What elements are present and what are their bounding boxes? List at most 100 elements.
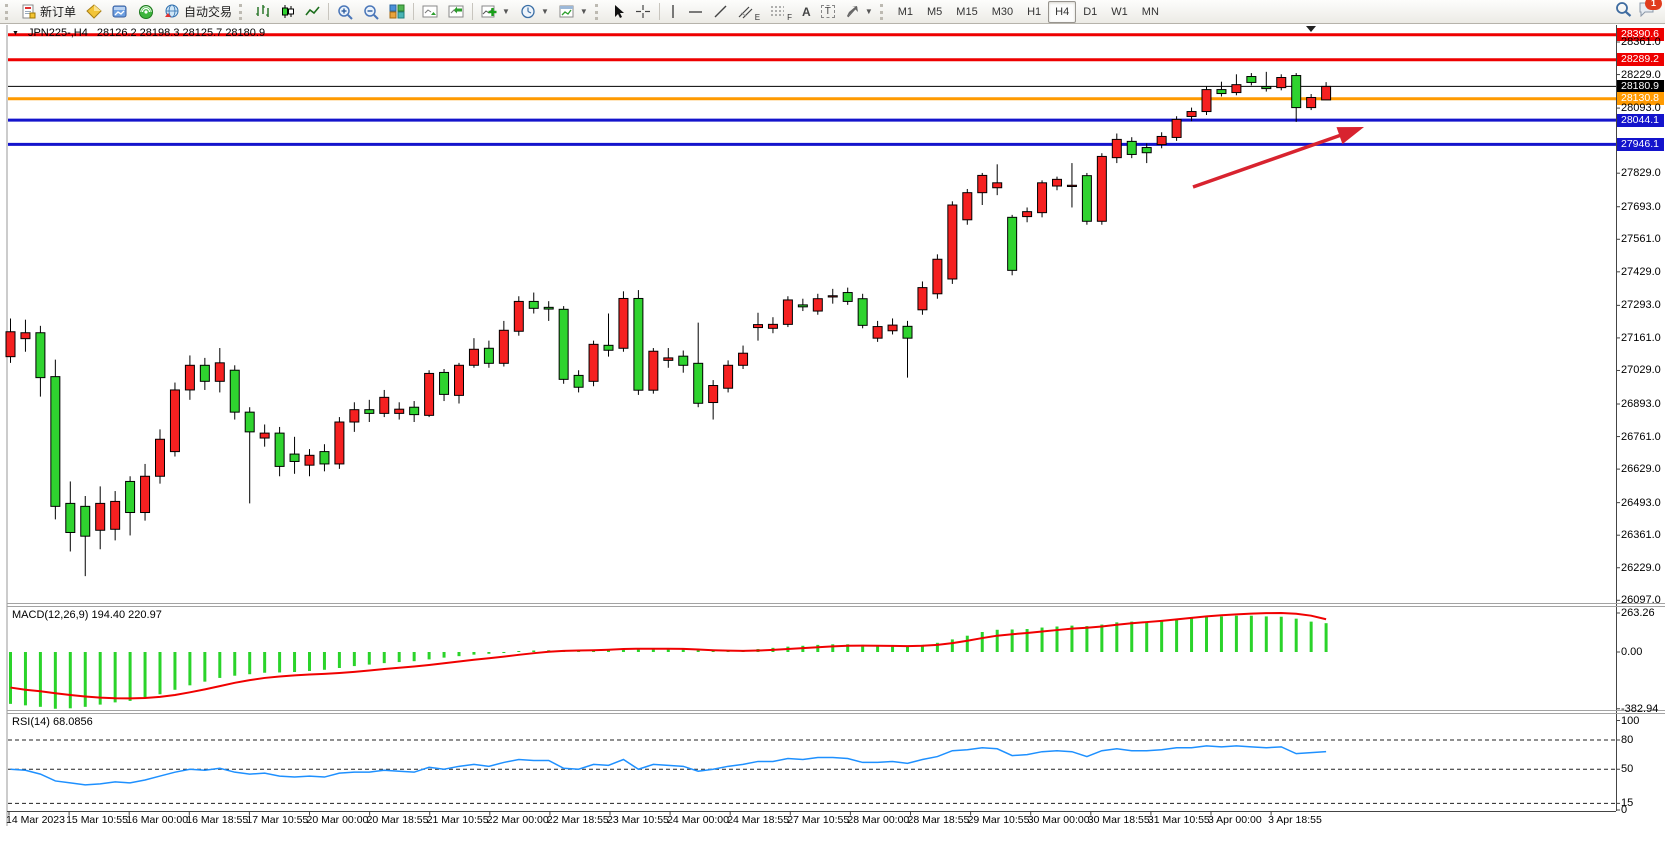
signal-button[interactable] — [133, 1, 159, 23]
notifications-button[interactable]: 1 — [1638, 0, 1662, 22]
templates-button[interactable]: ▼ — [554, 1, 593, 23]
arrows-icon — [845, 4, 860, 19]
bar-chart-mode-button[interactable] — [250, 1, 275, 23]
candle — [454, 362, 464, 404]
candle — [857, 293, 868, 329]
candle — [364, 399, 375, 423]
chart-shift-marker[interactable] — [1306, 26, 1316, 32]
candle — [199, 357, 210, 390]
candle — [513, 296, 524, 336]
profile-diamond-button[interactable] — [81, 1, 107, 23]
channel-icon — [738, 4, 753, 19]
toolbar-grip[interactable] — [879, 3, 887, 20]
dropdown-arrow-icon: ▼ — [502, 7, 510, 16]
text-tool-label: A — [802, 4, 811, 19]
candle — [1141, 143, 1152, 164]
clock-icon — [520, 4, 536, 19]
timeframe-m30[interactable]: M30 — [991, 5, 1014, 18]
timeframe-mn[interactable]: MN — [1141, 5, 1159, 18]
text-label-tool[interactable]: T — [816, 1, 840, 23]
candle — [140, 463, 151, 521]
horizontal-line-icon — [688, 4, 703, 19]
crosshair-tool-button[interactable] — [630, 1, 656, 23]
candle — [214, 348, 225, 393]
candle — [1022, 207, 1033, 223]
line-chart-mode-button[interactable] — [300, 1, 325, 23]
candle — [1081, 172, 1092, 225]
candle — [379, 389, 390, 418]
candle — [962, 188, 973, 225]
timeframe-m15[interactable]: M15 — [956, 5, 978, 18]
zoom-out-button[interactable] — [358, 1, 384, 23]
fibonacci-tool[interactable]: F — [765, 1, 797, 23]
candle — [842, 287, 853, 305]
timeframe-m5[interactable]: M5 — [927, 5, 943, 18]
dropdown-arrow-icon: ▼ — [864, 7, 873, 16]
periods-button[interactable]: ▼ — [515, 1, 554, 23]
candle — [573, 370, 584, 393]
template-icon — [559, 4, 575, 19]
candle — [1321, 82, 1332, 101]
candle — [125, 476, 136, 536]
horizontal-line-tool[interactable] — [683, 1, 708, 23]
candle — [528, 292, 539, 314]
chart-title: ▼ JPN225-,H4 28126.2 28198.3 28125.7 281… — [12, 27, 265, 39]
macd-signal-line — [10, 612, 1327, 700]
candle — [95, 486, 106, 550]
new-order-button[interactable]: 新订单 — [16, 1, 81, 23]
candle — [424, 370, 435, 418]
candle — [394, 402, 405, 420]
candle — [244, 407, 255, 504]
toolbar-grip[interactable] — [5, 3, 12, 20]
zoom-in-button[interactable] — [332, 1, 358, 23]
timeframe-d1[interactable]: D1 — [1083, 5, 1098, 18]
channel-tool[interactable]: E — [733, 1, 765, 23]
auto-scroll-button[interactable] — [417, 1, 443, 23]
chart-shift-button[interactable] — [443, 1, 469, 23]
candle — [1216, 81, 1227, 97]
text-label-icon: T — [820, 5, 835, 18]
indicators-button[interactable]: ▼ — [476, 1, 515, 23]
timeframe-m1[interactable]: M1 — [897, 5, 914, 18]
crosshair-icon — [635, 4, 651, 19]
candle — [409, 401, 420, 423]
new-order-icon — [21, 4, 36, 19]
charts-window-button[interactable] — [107, 1, 133, 23]
trendline-tool[interactable] — [708, 1, 733, 23]
candle — [618, 291, 629, 352]
candle — [648, 348, 659, 394]
symbol-period-label: JPN225-,H4 — [27, 27, 88, 39]
trend-arrow-line[interactable] — [1192, 131, 1346, 189]
search-button[interactable] — [1615, 1, 1632, 22]
toolbar-separator — [472, 3, 474, 20]
timeframe-h4[interactable]: H4 — [1048, 0, 1077, 23]
zoom-out-icon — [363, 4, 379, 20]
trend-arrow-head[interactable] — [1336, 127, 1364, 145]
candle — [1291, 73, 1302, 122]
candle — [947, 201, 958, 284]
collapse-objects-icon[interactable]: ▼ — [12, 29, 19, 37]
candle — [274, 426, 285, 477]
autotrade-button[interactable]: 自动交易 — [159, 1, 237, 23]
candle — [483, 340, 494, 368]
candle — [738, 345, 749, 369]
candle — [1276, 74, 1287, 91]
candle — [782, 296, 793, 328]
candle — [633, 290, 644, 395]
toolbar-grip[interactable] — [239, 3, 246, 20]
text-tool[interactable]: A — [797, 1, 816, 23]
candle — [992, 164, 1003, 196]
cursor-tool-button[interactable] — [606, 1, 630, 23]
candlestick-mode-button[interactable] — [275, 1, 300, 23]
candle — [1171, 116, 1182, 141]
timeframe-h1[interactable]: H1 — [1027, 5, 1042, 18]
fibonacci-icon — [770, 4, 785, 19]
dropdown-arrow-icon: ▼ — [579, 7, 588, 16]
toolbar-grip[interactable] — [594, 3, 602, 20]
vertical-line-tool[interactable] — [663, 1, 683, 23]
tile-windows-button[interactable] — [384, 1, 410, 23]
candle — [708, 380, 719, 420]
timeframe-w1[interactable]: W1 — [1111, 5, 1128, 18]
arrows-tool[interactable]: ▼ — [840, 1, 878, 23]
